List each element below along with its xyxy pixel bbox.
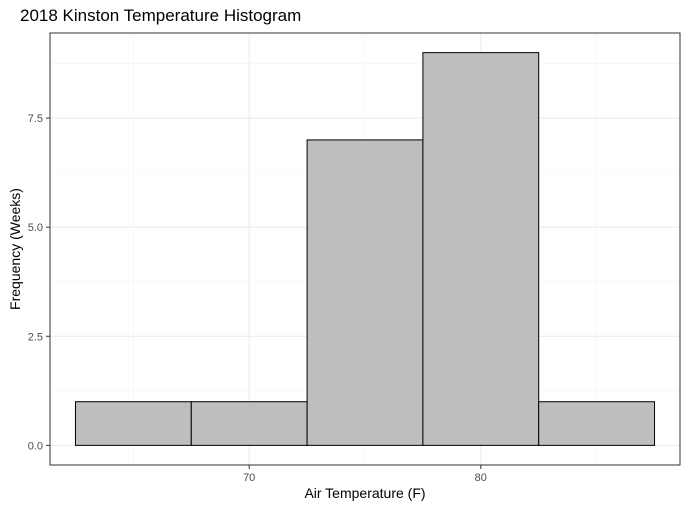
y-tick-label: 0.0: [28, 440, 43, 452]
y-axis-title: Frequency (Weeks): [7, 188, 23, 310]
x-axis: 70 80: [243, 465, 487, 484]
y-tick-label: 2.5: [28, 331, 43, 343]
chart-title: 2018 Kinston Temperature Histogram: [20, 6, 302, 25]
panel-border: [49, 32, 681, 466]
x-tick-label: 80: [475, 472, 487, 484]
histogram-bars: [74, 52, 656, 446]
y-tick-label: 7.5: [28, 113, 43, 125]
x-axis-title: Air Temperature (F): [304, 485, 425, 501]
histogram-bar: [190, 401, 308, 446]
x-tick-label: 70: [243, 472, 255, 484]
histogram-bar: [538, 401, 656, 446]
histogram-bar: [422, 52, 540, 446]
y-tick-label: 5.0: [28, 222, 43, 234]
y-axis: 0.0 2.5 5.0 7.5: [28, 113, 50, 452]
histogram-bar: [74, 401, 192, 446]
histogram-bar: [306, 139, 424, 446]
